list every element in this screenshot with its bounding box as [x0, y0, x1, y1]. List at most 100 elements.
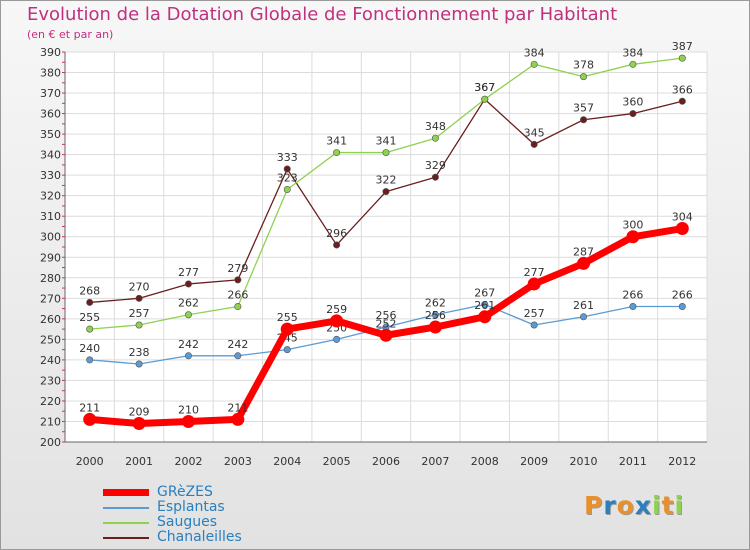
- data-label-esplantas-2006: 256: [376, 309, 397, 322]
- data-label-saugues-2000: 255: [79, 311, 100, 324]
- y-tick-label-380: 380: [40, 67, 61, 80]
- data-point-saugues-2012: [678, 54, 686, 62]
- data-point-saugues-2011: [629, 60, 637, 68]
- data-point-chanaleilles-2011: [629, 110, 637, 118]
- data-point-chanaleilles-2004: [283, 165, 291, 173]
- data-label-esplantas-2000: 240: [79, 342, 100, 355]
- data-point-grèzes-2010: [577, 256, 591, 270]
- data-point-saugues-2007: [431, 134, 439, 142]
- x-tick-label-2011: 2011: [619, 455, 647, 468]
- data-point-saugues-2004: [283, 186, 291, 194]
- chart-title: Evolution de la Dotation Globale de Fonc…: [27, 4, 618, 25]
- data-label-grèzes-2010: 287: [573, 245, 594, 258]
- data-point-esplantas-2009: [530, 321, 538, 329]
- data-point-saugues-2000: [86, 325, 94, 333]
- data-label-esplantas-2012: 266: [672, 289, 693, 302]
- legend-item-saugues: Saugues: [103, 515, 323, 530]
- data-label-chanaleilles-2000: 268: [79, 284, 100, 297]
- logo-letter: r: [603, 491, 617, 520]
- data-point-esplantas-2011: [629, 303, 637, 311]
- data-point-saugues-2001: [135, 321, 143, 329]
- legend: GRèZES Esplantas Saugues Chanaleilles: [103, 485, 323, 545]
- data-point-chanaleilles-2009: [530, 140, 538, 148]
- data-label-chanaleilles-2011: 360: [622, 96, 643, 109]
- logo-letter: o: [616, 491, 635, 520]
- y-tick-label-210: 210: [40, 415, 61, 428]
- data-label-grèzes-2011: 300: [622, 219, 643, 232]
- data-label-saugues-2005: 341: [326, 135, 347, 148]
- data-label-chanaleilles-2007: 329: [425, 159, 446, 172]
- y-tick-label-230: 230: [40, 374, 61, 387]
- data-point-grèzes-2002: [181, 414, 195, 428]
- y-tick-label-320: 320: [40, 190, 61, 203]
- data-label-grèzes-2009: 277: [524, 266, 545, 279]
- data-label-esplantas-2011: 266: [622, 289, 643, 302]
- legend-swatch: [103, 521, 149, 524]
- data-point-chanaleilles-2007: [431, 173, 439, 181]
- legend-item-esplantas: Esplantas: [103, 500, 323, 515]
- data-label-chanaleilles-2009: 345: [524, 126, 545, 139]
- x-tick-label-2004: 2004: [273, 455, 301, 468]
- legend-item-grèzes: GRèZES: [103, 485, 323, 500]
- data-label-chanaleilles-2002: 277: [178, 266, 199, 279]
- data-label-chanaleilles-2004: 333: [277, 151, 298, 164]
- legend-label: Chanaleilles: [157, 529, 242, 545]
- y-tick-label-310: 310: [40, 210, 61, 223]
- data-point-grèzes-2006: [379, 328, 393, 342]
- y-tick-label-250: 250: [40, 333, 61, 346]
- legend-label: GRèZES: [157, 484, 213, 500]
- logo-letter: P: [584, 491, 604, 520]
- x-tick-label-2006: 2006: [372, 455, 400, 468]
- x-tick-label-2003: 2003: [224, 455, 252, 468]
- data-point-grèzes-2004: [280, 322, 294, 336]
- data-label-esplantas-2001: 238: [129, 346, 150, 359]
- data-point-grèzes-2000: [83, 412, 97, 426]
- logo-letter: i: [652, 491, 662, 520]
- y-tick-label-330: 330: [40, 169, 61, 182]
- data-label-grèzes-2006: 252: [376, 317, 397, 330]
- y-tick-label-360: 360: [40, 108, 61, 121]
- data-label-esplantas-2007: 262: [425, 297, 446, 310]
- data-label-chanaleilles-2008: 367: [474, 81, 495, 94]
- data-point-chanaleilles-2001: [135, 294, 143, 302]
- data-label-chanaleilles-2001: 270: [129, 280, 150, 293]
- x-tick-label-2002: 2002: [174, 455, 202, 468]
- data-label-chanaleilles-2005: 296: [326, 227, 347, 240]
- data-point-chanaleilles-2003: [234, 276, 242, 284]
- data-point-esplantas-2001: [135, 360, 143, 368]
- data-point-esplantas-2005: [333, 335, 341, 343]
- data-point-esplantas-2008: [481, 300, 489, 308]
- data-label-grèzes-2004: 255: [277, 311, 298, 324]
- x-tick-label-2000: 2000: [76, 455, 104, 468]
- data-label-saugues-2002: 262: [178, 297, 199, 310]
- y-tick-label-270: 270: [40, 292, 61, 305]
- logo-letter: x: [634, 491, 652, 520]
- x-tick-label-2012: 2012: [668, 455, 696, 468]
- data-point-saugues-2009: [530, 60, 538, 68]
- data-label-saugues-2009: 384: [524, 46, 545, 59]
- data-point-saugues-2006: [382, 149, 390, 157]
- data-label-chanaleilles-2012: 366: [672, 83, 693, 96]
- data-label-saugues-2011: 384: [622, 46, 643, 59]
- legend-item-chanaleilles: Chanaleilles: [103, 530, 323, 545]
- data-label-chanaleilles-2006: 322: [376, 174, 397, 187]
- data-label-chanaleilles-2010: 357: [573, 102, 594, 115]
- x-tick-label-2007: 2007: [421, 455, 449, 468]
- x-tick-label-2001: 2001: [125, 455, 153, 468]
- data-point-chanaleilles-2005: [333, 241, 341, 249]
- legend-swatch: [103, 506, 149, 509]
- y-tick-label-200: 200: [40, 436, 61, 449]
- x-tick-label-2010: 2010: [570, 455, 598, 468]
- data-point-esplantas-2003: [234, 352, 242, 360]
- logo-letter: i: [674, 491, 685, 520]
- data-label-saugues-2012: 387: [672, 40, 693, 53]
- y-tick-label-340: 340: [40, 149, 61, 162]
- y-tick-label-240: 240: [40, 354, 61, 367]
- data-point-chanaleilles-2002: [184, 280, 192, 288]
- chart-subtitle: (en € et par an): [27, 28, 114, 41]
- y-tick-label-290: 290: [40, 251, 61, 264]
- data-label-chanaleilles-2003: 279: [227, 262, 248, 275]
- data-point-esplantas-2007: [431, 311, 439, 319]
- data-label-saugues-2003: 266: [227, 289, 248, 302]
